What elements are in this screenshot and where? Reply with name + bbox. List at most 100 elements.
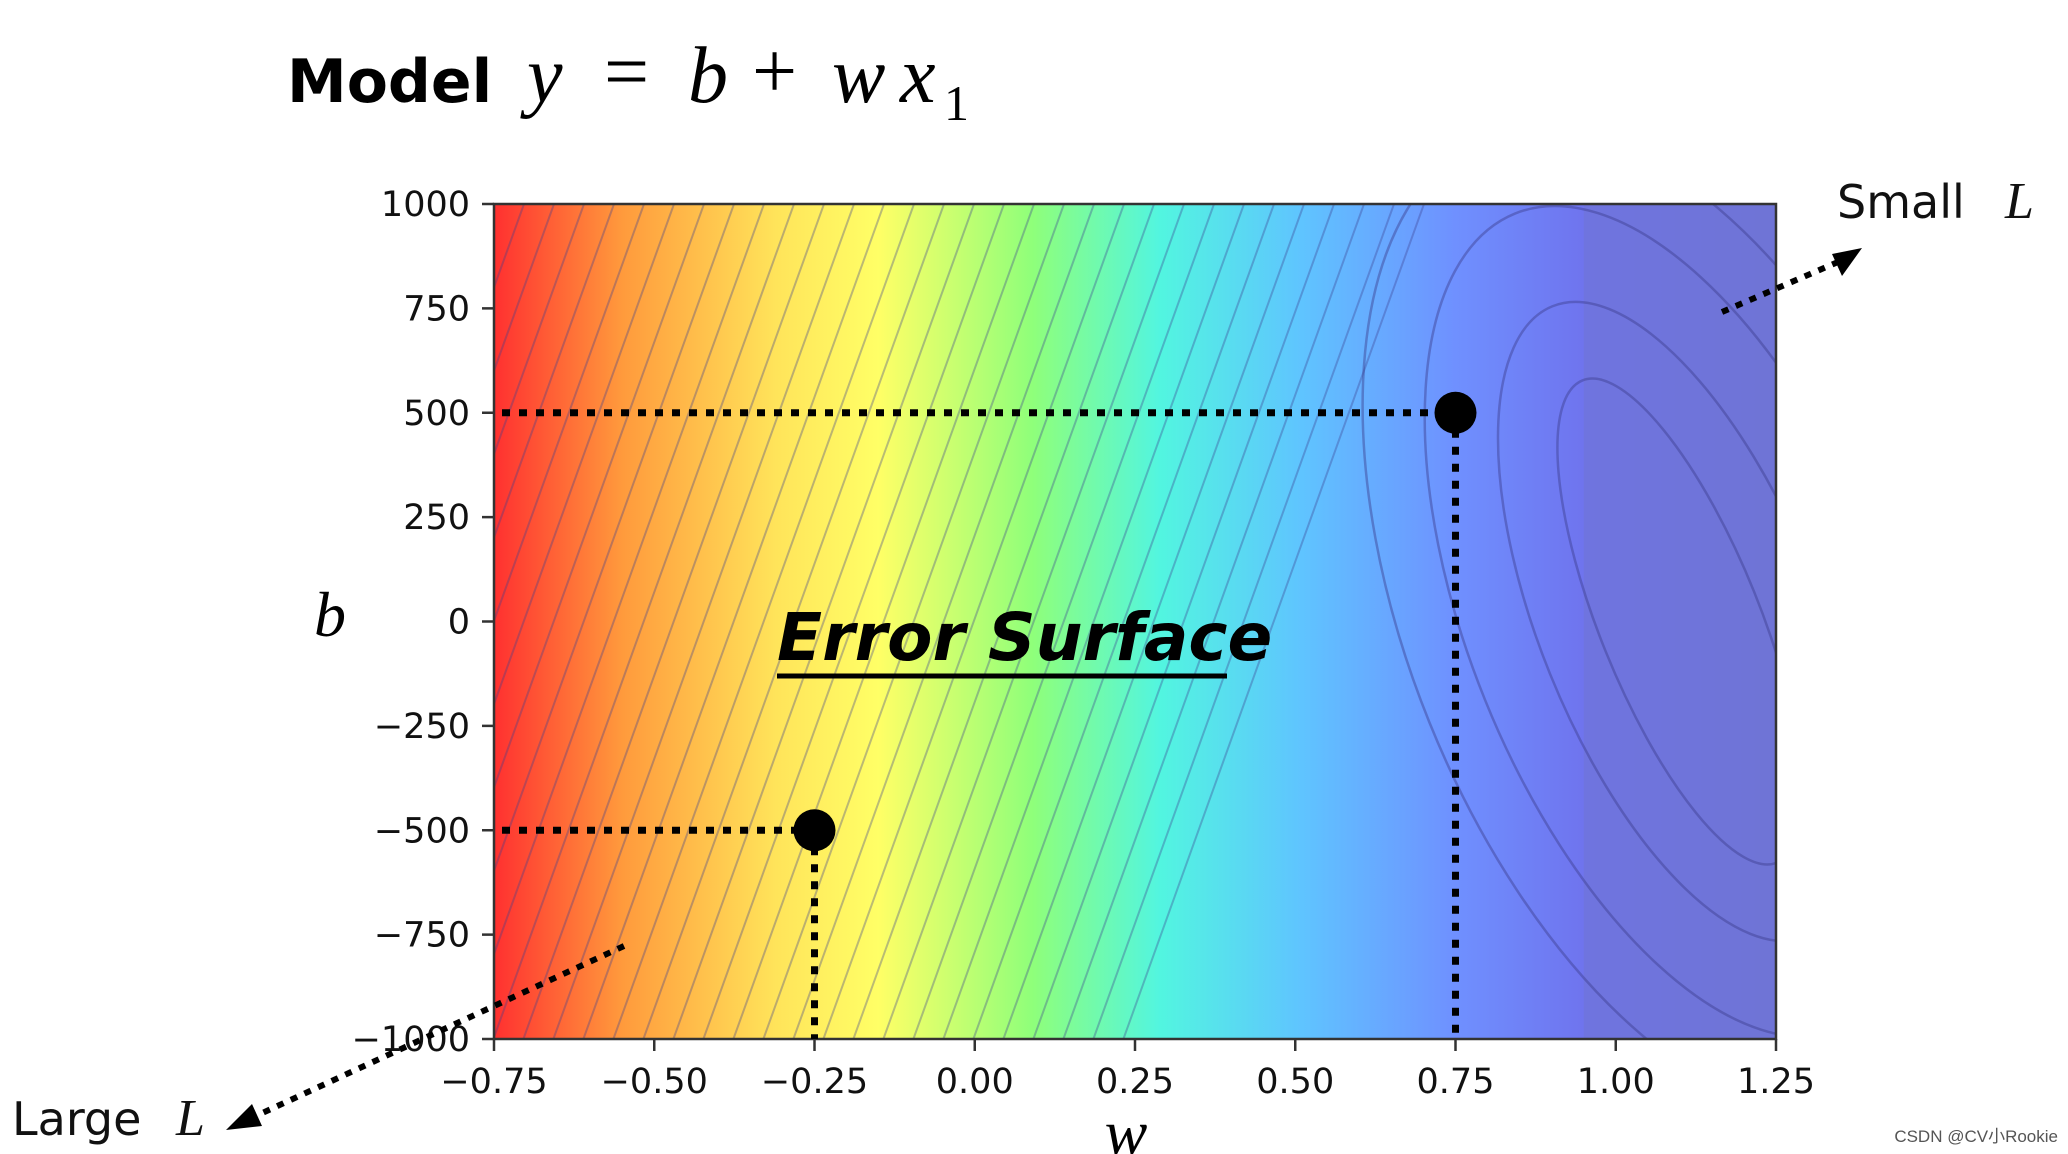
title-model-word: Model (287, 47, 492, 117)
contour-line (0, 204, 44, 1039)
contour-line (972, 204, 1275, 1039)
small-loss-annotation: Small L (1720, 173, 2034, 315)
x-tick-label: −0.50 (601, 1062, 708, 1102)
y-tick-label: −750 (374, 916, 470, 956)
contour-line (0, 204, 254, 1039)
x-tick-label: −0.75 (440, 1062, 547, 1102)
title-y-symbol: y (520, 32, 563, 120)
x-tick-label: −0.25 (761, 1062, 868, 1102)
y-tick-label: −250 (374, 707, 470, 747)
minimum-contour (1496, 300, 1776, 943)
x-tick-label: 0.50 (1256, 1062, 1334, 1102)
contour-line (13, 204, 314, 1039)
contour-line (0, 204, 104, 1039)
small-loss-text: Small (1837, 175, 1965, 229)
y-tick-label: 250 (403, 498, 470, 538)
x-axis-label: w (1105, 1097, 1148, 1154)
low-loss-basin (1583, 204, 1776, 1039)
contour-line (494, 204, 675, 707)
contour-line (522, 204, 825, 1039)
contour-line (702, 204, 1005, 1039)
x-tick-label: 1.25 (1737, 1062, 1815, 1102)
contour-line (852, 204, 1155, 1039)
large-loss-text: Large (12, 1092, 141, 1146)
title-b-symbol: b (688, 32, 728, 120)
contour-line (494, 204, 525, 291)
large-loss-annotation: Large L (12, 943, 626, 1147)
contour-line (1092, 204, 1395, 1039)
contour-line (43, 204, 344, 1039)
y-tick-label: 750 (403, 289, 470, 329)
contour-line (494, 204, 645, 624)
contour-line (882, 204, 1185, 1039)
contour-line (642, 204, 945, 1039)
x-tick-label: 1.00 (1577, 1062, 1655, 1102)
large-loss-symbol: L (175, 1090, 205, 1147)
contour-line (1122, 204, 1425, 1039)
large-loss-arrow-line (256, 943, 626, 1118)
contour-line (0, 204, 14, 1039)
point-guide-lines (502, 409, 1459, 1039)
contour-line (0, 204, 164, 1039)
plot-area: −0.75 −0.50 −0.25 0.00 0.25 0.50 0.75 1.00 1.25 … (0, 185, 1815, 1102)
model-title: Model y = b + w x 1 (287, 28, 969, 131)
contour-line (494, 204, 735, 874)
parameter-points (793, 391, 1477, 852)
contour-line (612, 204, 915, 1039)
contour-lines (0, 204, 1776, 1039)
y-tick-label: −500 (374, 811, 470, 851)
contour-line (792, 204, 1095, 1039)
contour-line (494, 204, 555, 374)
contour-line (494, 204, 765, 957)
x-axis-ticks: −0.75 −0.50 −0.25 0.00 0.25 0.50 0.75 1.00 1.25 (440, 1039, 1815, 1102)
title-w-symbol: w (832, 32, 885, 120)
contour-line (0, 204, 194, 1039)
contour-line (1032, 204, 1335, 1039)
contour-line (494, 204, 585, 457)
y-tick-label: 500 (403, 394, 470, 434)
contour-line (494, 204, 615, 541)
y-tick-label: 1000 (381, 185, 470, 225)
contour-line (0, 204, 224, 1039)
parameter-point (1434, 391, 1477, 434)
minimum-contour (1556, 377, 1776, 866)
x-tick-label: 0.00 (936, 1062, 1014, 1102)
contour-line (133, 204, 434, 1039)
contour-line (1062, 204, 1365, 1039)
title-x-symbol: x (899, 32, 936, 120)
contour-line (732, 204, 1035, 1039)
small-loss-symbol: L (2004, 173, 2034, 230)
x-tick-label: 0.25 (1096, 1062, 1174, 1102)
contour-line (0, 204, 134, 1039)
contour-line (103, 204, 404, 1039)
y-tick-label: 0 (448, 603, 470, 643)
y-axis-ticks: 1000 750 500 250 0 −250 −500 −750 −1000 (352, 185, 494, 1060)
contour-line (552, 204, 855, 1039)
watermark: CSDN @CV小Rookie (1894, 1127, 2058, 1146)
loss-heatmap-fill (494, 204, 1776, 1039)
contour-line (494, 204, 795, 1039)
contour-line (0, 204, 74, 1039)
title-subscript-1: 1 (944, 75, 969, 131)
minimum-contour (1423, 204, 1776, 1039)
contour-line (822, 204, 1125, 1039)
contour-line (672, 204, 975, 1039)
error-surface-label: Error Surface (777, 599, 1272, 676)
large-loss-arrowhead (226, 1104, 262, 1130)
contour-line (1002, 204, 1305, 1039)
contour-line (0, 204, 284, 1039)
contour-line (942, 204, 1245, 1039)
y-axis-label: b (314, 579, 346, 650)
minimum-contour (1361, 204, 1776, 1039)
title-plus: + (752, 28, 797, 116)
contour-line (494, 204, 705, 791)
contour-line (912, 204, 1215, 1039)
y-tick-label: −1000 (352, 1020, 470, 1060)
contour-line (582, 204, 885, 1039)
title-equals: = (604, 28, 649, 116)
small-loss-arrow-line (1720, 259, 1840, 315)
x-tick-label: 0.75 (1417, 1062, 1495, 1102)
parameter-point (793, 809, 836, 852)
small-loss-arrowhead (1832, 248, 1862, 276)
